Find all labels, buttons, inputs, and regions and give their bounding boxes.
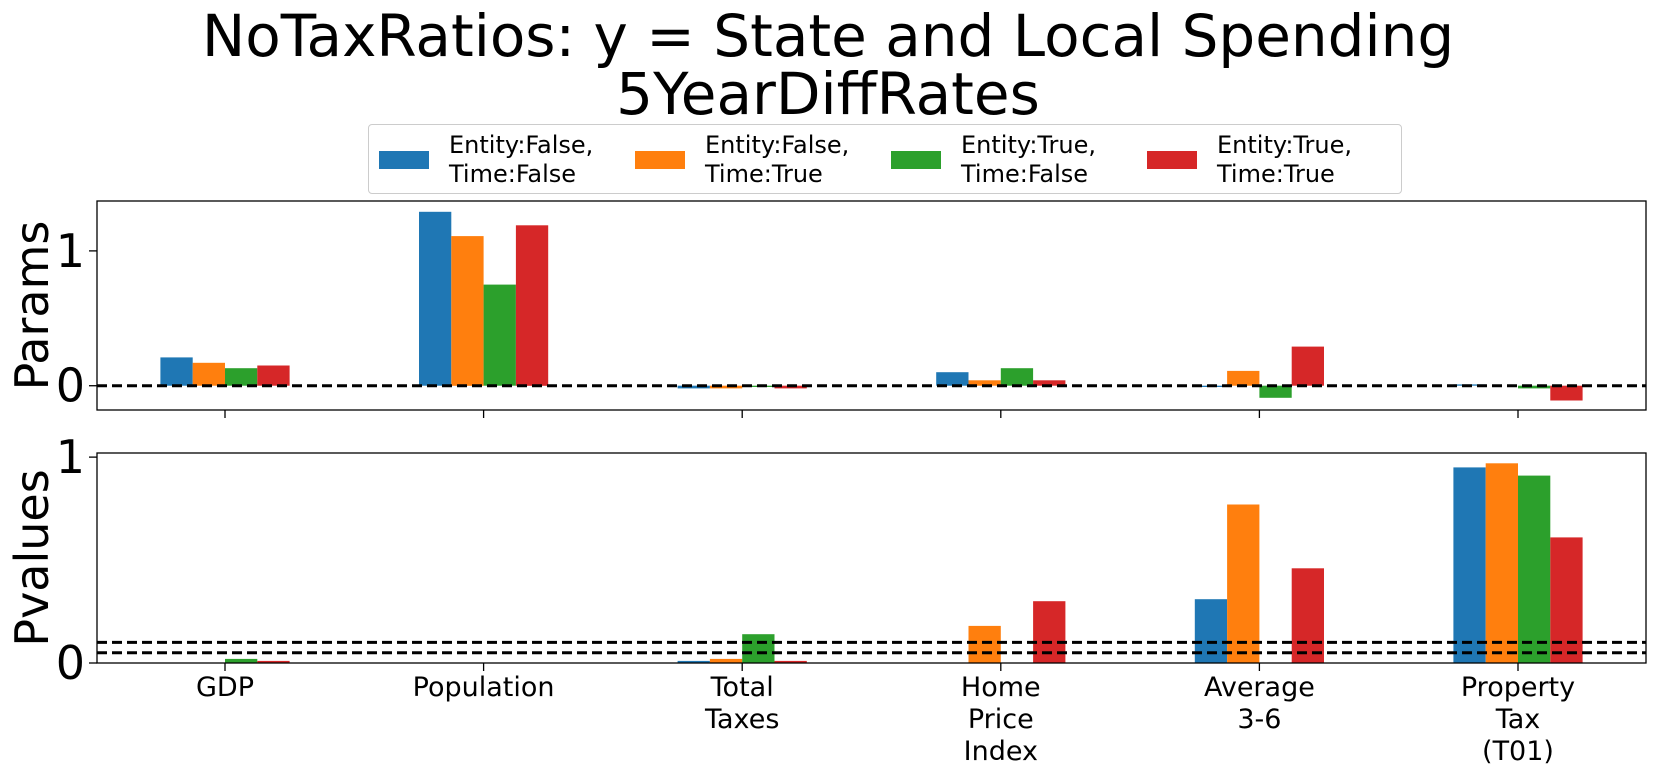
bar xyxy=(1291,346,1324,386)
axes-frame xyxy=(96,452,1647,664)
legend-swatch xyxy=(635,151,685,169)
bar xyxy=(1550,537,1583,663)
bar xyxy=(1518,475,1551,663)
x-tick-label: Average xyxy=(1204,672,1315,703)
x-tick-label: Home xyxy=(961,672,1041,703)
y-axis-label: Pvalues xyxy=(5,469,59,646)
y-tick-label: 0 xyxy=(56,636,85,690)
x-tick-label: Price xyxy=(968,704,1034,735)
legend-label-line2: Time:True xyxy=(1217,160,1335,188)
bar xyxy=(709,385,743,389)
bar xyxy=(1033,380,1066,386)
bar xyxy=(1485,463,1518,663)
chart-title-line2: 5YearDiffRates xyxy=(616,60,1040,128)
legend-label: Entity:True, Time:True xyxy=(1217,131,1352,189)
bar xyxy=(451,236,484,386)
x-tick-label: Taxes xyxy=(704,704,779,735)
bar xyxy=(1259,385,1292,398)
legend-label: Entity:True, Time:False xyxy=(961,131,1096,189)
legend-label-line1: Entity:False, xyxy=(449,131,594,159)
y-tick-label: 0 xyxy=(56,359,85,413)
bar xyxy=(968,380,1001,386)
bar xyxy=(257,660,290,663)
legend-label-line1: Entity:False, xyxy=(705,131,850,159)
chart-title-line1: NoTaxRatios: y = State and Local Spendin… xyxy=(201,2,1455,70)
bar xyxy=(1518,385,1551,389)
bar xyxy=(160,357,193,386)
bar xyxy=(677,660,710,663)
bar xyxy=(1550,385,1583,401)
bar xyxy=(515,225,549,386)
x-tick-label: Tax xyxy=(1495,704,1541,735)
bar xyxy=(419,211,452,386)
x-tick-label: 3-6 xyxy=(1237,704,1281,735)
legend-label-line2: Time:False xyxy=(449,160,577,188)
bar xyxy=(1000,368,1034,386)
bar xyxy=(1291,568,1324,663)
bar xyxy=(936,372,969,386)
x-tick-label: (T01) xyxy=(1482,736,1554,767)
y-tick-label: 1 xyxy=(56,224,85,278)
legend-label-line2: Time:True xyxy=(705,160,823,188)
bar xyxy=(968,625,1001,663)
bar xyxy=(774,660,807,663)
legend: Entity:False, Time:False Entity:False, T… xyxy=(368,124,1402,194)
legend-label-line1: Entity:True, xyxy=(961,131,1097,159)
legend-swatch xyxy=(891,151,941,169)
bar xyxy=(1227,504,1260,663)
bar xyxy=(1227,370,1260,386)
bar xyxy=(742,634,775,663)
bar xyxy=(225,368,258,386)
x-tick-label: GDP xyxy=(196,672,254,703)
bar xyxy=(1453,467,1486,663)
legend-swatch xyxy=(379,151,429,169)
bar xyxy=(257,365,290,386)
bar xyxy=(483,284,516,386)
bar xyxy=(677,385,710,389)
legend-swatch xyxy=(1147,151,1197,169)
legend-label: Entity:False, Time:True xyxy=(705,131,849,189)
x-tick-label: Property xyxy=(1461,672,1575,703)
legend-label-line1: Entity:True, xyxy=(1217,131,1353,159)
axes-frame xyxy=(96,200,1647,411)
legend-label: Entity:False, Time:False xyxy=(449,131,593,189)
x-tick-label: Population xyxy=(413,672,555,703)
bar xyxy=(192,362,225,386)
bar xyxy=(225,658,258,663)
x-tick-label: Index xyxy=(964,736,1038,767)
y-axis-label: Params xyxy=(5,221,59,391)
x-tick-label: Total xyxy=(710,672,774,703)
bar xyxy=(709,658,743,663)
legend-label-line2: Time:False xyxy=(961,160,1089,188)
y-tick-label: 1 xyxy=(56,430,85,484)
